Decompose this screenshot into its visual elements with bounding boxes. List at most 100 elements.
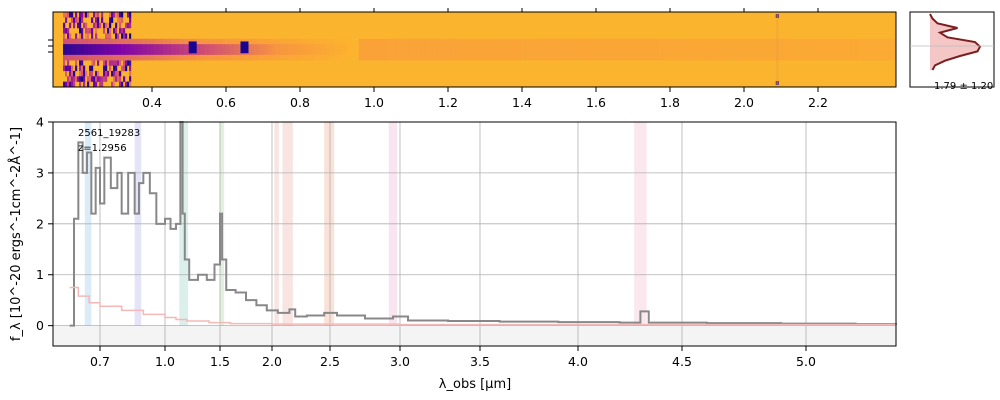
- heatmap-trace-cell: [879, 49, 884, 56]
- heatmap-trace-cell: [637, 44, 643, 50]
- heatmap-trace-cell: [112, 54, 118, 61]
- heatmap-noise-cell: [129, 17, 132, 23]
- heatmap-trace-cell: [300, 38, 305, 45]
- heatmap-noise-cell: [115, 76, 118, 82]
- heatmap-trace-cell: [404, 44, 409, 50]
- heatmap-trace-cell: [496, 44, 501, 50]
- heatmap-trace-cell: [858, 49, 863, 56]
- heatmap-trace-cell: [271, 54, 276, 61]
- heatmap-trace-cell: [862, 49, 868, 56]
- heatmap-trace-cell: [791, 49, 797, 56]
- heatmap-noise-cell: [117, 60, 120, 66]
- heatmap-trace-cell: [454, 54, 459, 61]
- heatmap-trace-cell: [629, 44, 634, 50]
- heatmap-trace-cell: [258, 38, 264, 45]
- heatmap-trace-cell: [733, 54, 739, 61]
- heatmap-noise-cell: [125, 81, 128, 88]
- heatmap-trace-cell: [296, 49, 301, 56]
- heatmap-trace-cell: [558, 44, 564, 50]
- heatmap-trace-cell: [208, 54, 214, 61]
- heatmap-noise-cell: [67, 81, 70, 88]
- heatmap-noise-cell: [95, 28, 98, 34]
- emission-line-band: [634, 122, 647, 346]
- heatmap-trace-cell: [808, 49, 813, 56]
- heatmap-noise-cell: [75, 65, 78, 72]
- heatmap-trace-cell: [425, 54, 430, 61]
- heatmap-trace-cell: [816, 49, 822, 56]
- heatmap-trace-cell: [575, 44, 580, 50]
- heatmap-trace-cell: [437, 54, 443, 61]
- heatmap-trace-cell: [687, 44, 693, 50]
- heatmap-trace-cell: [467, 38, 472, 45]
- heatmap-trace-cell: [237, 44, 243, 50]
- heatmap-noise-cell: [83, 81, 86, 88]
- heatmap-trace-cell: [812, 54, 818, 61]
- heatmap-trace-cell: [450, 44, 455, 50]
- heatmap-trace-cell: [837, 49, 843, 56]
- heatmap-trace-cell: [71, 38, 76, 45]
- heatmap-noise-cell: [67, 28, 70, 34]
- heatmap-noise-cell: [75, 17, 78, 23]
- heatmap-trace-cell: [329, 54, 335, 61]
- heatmap-trace-cell: [779, 38, 784, 45]
- heatmap-trace-cell: [329, 49, 335, 56]
- heatmap-trace-cell: [429, 38, 434, 45]
- heatmap-trace-cell: [787, 38, 793, 45]
- heatmap-trace-cell: [875, 38, 880, 45]
- heatmap-noise-cell: [85, 22, 88, 29]
- heatmap-trace-cell: [725, 54, 730, 61]
- heatmap-trace-cell: [71, 49, 76, 56]
- heatmap-trace-cell: [408, 38, 414, 45]
- heatmap-trace-cell: [887, 44, 893, 50]
- heatmap-trace-cell: [841, 54, 847, 61]
- heatmap-noise-cell: [95, 70, 98, 77]
- heatmap-trace-cell: [675, 44, 680, 50]
- heatmap-noise-cell: [73, 70, 76, 77]
- heatmap-trace-cell: [279, 44, 285, 50]
- heatmap-trace-cell: [654, 38, 659, 45]
- heatmap-trace-cell: [358, 38, 364, 45]
- heatmap-noise-cell: [127, 22, 130, 29]
- heatmap-trace-cell: [283, 38, 289, 45]
- heatmap-trace-cell: [171, 44, 176, 50]
- heatmap-trace-cell: [475, 54, 480, 61]
- heatmap-trace-cell: [450, 54, 455, 61]
- heatmap-trace-cell: [92, 44, 97, 50]
- heatmap-trace-cell: [650, 38, 655, 45]
- heatmap-trace-cell: [362, 44, 368, 50]
- heatmap-trace-cell: [658, 54, 664, 61]
- redshift-label: z=1.2956: [78, 143, 127, 154]
- heatmap-noise-cell: [87, 33, 90, 39]
- heatmap-trace-cell: [875, 49, 880, 56]
- heatmap-noise-cell: [125, 60, 128, 66]
- heatmap-trace-cell: [196, 54, 201, 61]
- heatmap-trace-cell: [708, 54, 714, 61]
- heatmap-trace-cell: [358, 49, 364, 56]
- heatmap-trace-cell: [475, 38, 480, 45]
- heatmap-trace-cell: [671, 44, 676, 50]
- heatmap-noise-cell: [127, 60, 130, 66]
- heatmap-trace-cell: [783, 49, 789, 56]
- heatmap-trace-cell: [304, 49, 310, 56]
- top-tick-label: 0.8: [290, 95, 310, 110]
- heatmap-trace-cell: [504, 44, 509, 50]
- heatmap-trace-cell: [162, 49, 168, 56]
- heatmap-trace-cell: [862, 44, 868, 50]
- heatmap-noise-cell: [63, 65, 66, 72]
- heatmap-noise-cell: [83, 76, 86, 82]
- heatmap-trace-cell: [783, 54, 789, 61]
- heatmap-noise-cell: [83, 70, 86, 77]
- heatmap-noise-cell: [85, 12, 88, 18]
- heatmap-noise-cell: [79, 65, 82, 72]
- x-tick-label: 2.5: [320, 354, 340, 369]
- heatmap-noise-cell: [105, 22, 108, 29]
- heatmap-noise-cell: [93, 76, 96, 82]
- heatmap-trace-cell: [83, 38, 89, 45]
- heatmap-trace-cell: [217, 44, 222, 50]
- emission-line-band: [84, 122, 92, 346]
- heatmap-trace-cell: [133, 54, 139, 61]
- heatmap-cells: [48, 12, 897, 88]
- heatmap-trace-cell: [541, 44, 547, 50]
- heatmap-noise-cell: [91, 17, 94, 23]
- heatmap-trace-cell: [154, 44, 160, 50]
